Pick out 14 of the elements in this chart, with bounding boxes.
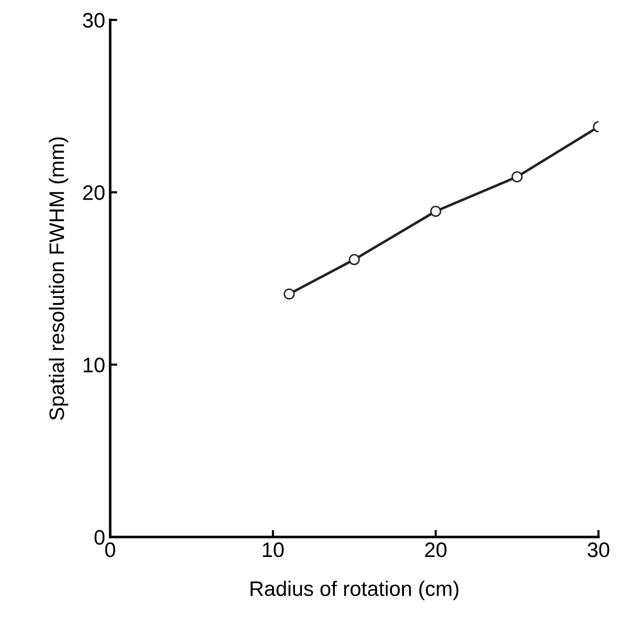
- point: [430, 206, 442, 217]
- x-tick-label: 10: [262, 542, 284, 558]
- point: [348, 254, 360, 266]
- y-tick-label: 20: [83, 185, 104, 200]
- x-axis-title: Radius of rotation (cm): [250, 580, 458, 600]
- point: [512, 171, 523, 182]
- y-tick-label: 10: [84, 358, 104, 372]
- x-tick-label: 20: [425, 542, 446, 558]
- y-tick-label: 30: [82, 12, 104, 28]
- y-tick-label: 0: [94, 530, 104, 545]
- x-tick-label: 30: [588, 542, 610, 558]
- x-tick-label: 0: [105, 542, 116, 558]
- point: [284, 288, 295, 300]
- y-axis-title: Spatial resolution FWHM (mm): [48, 137, 68, 420]
